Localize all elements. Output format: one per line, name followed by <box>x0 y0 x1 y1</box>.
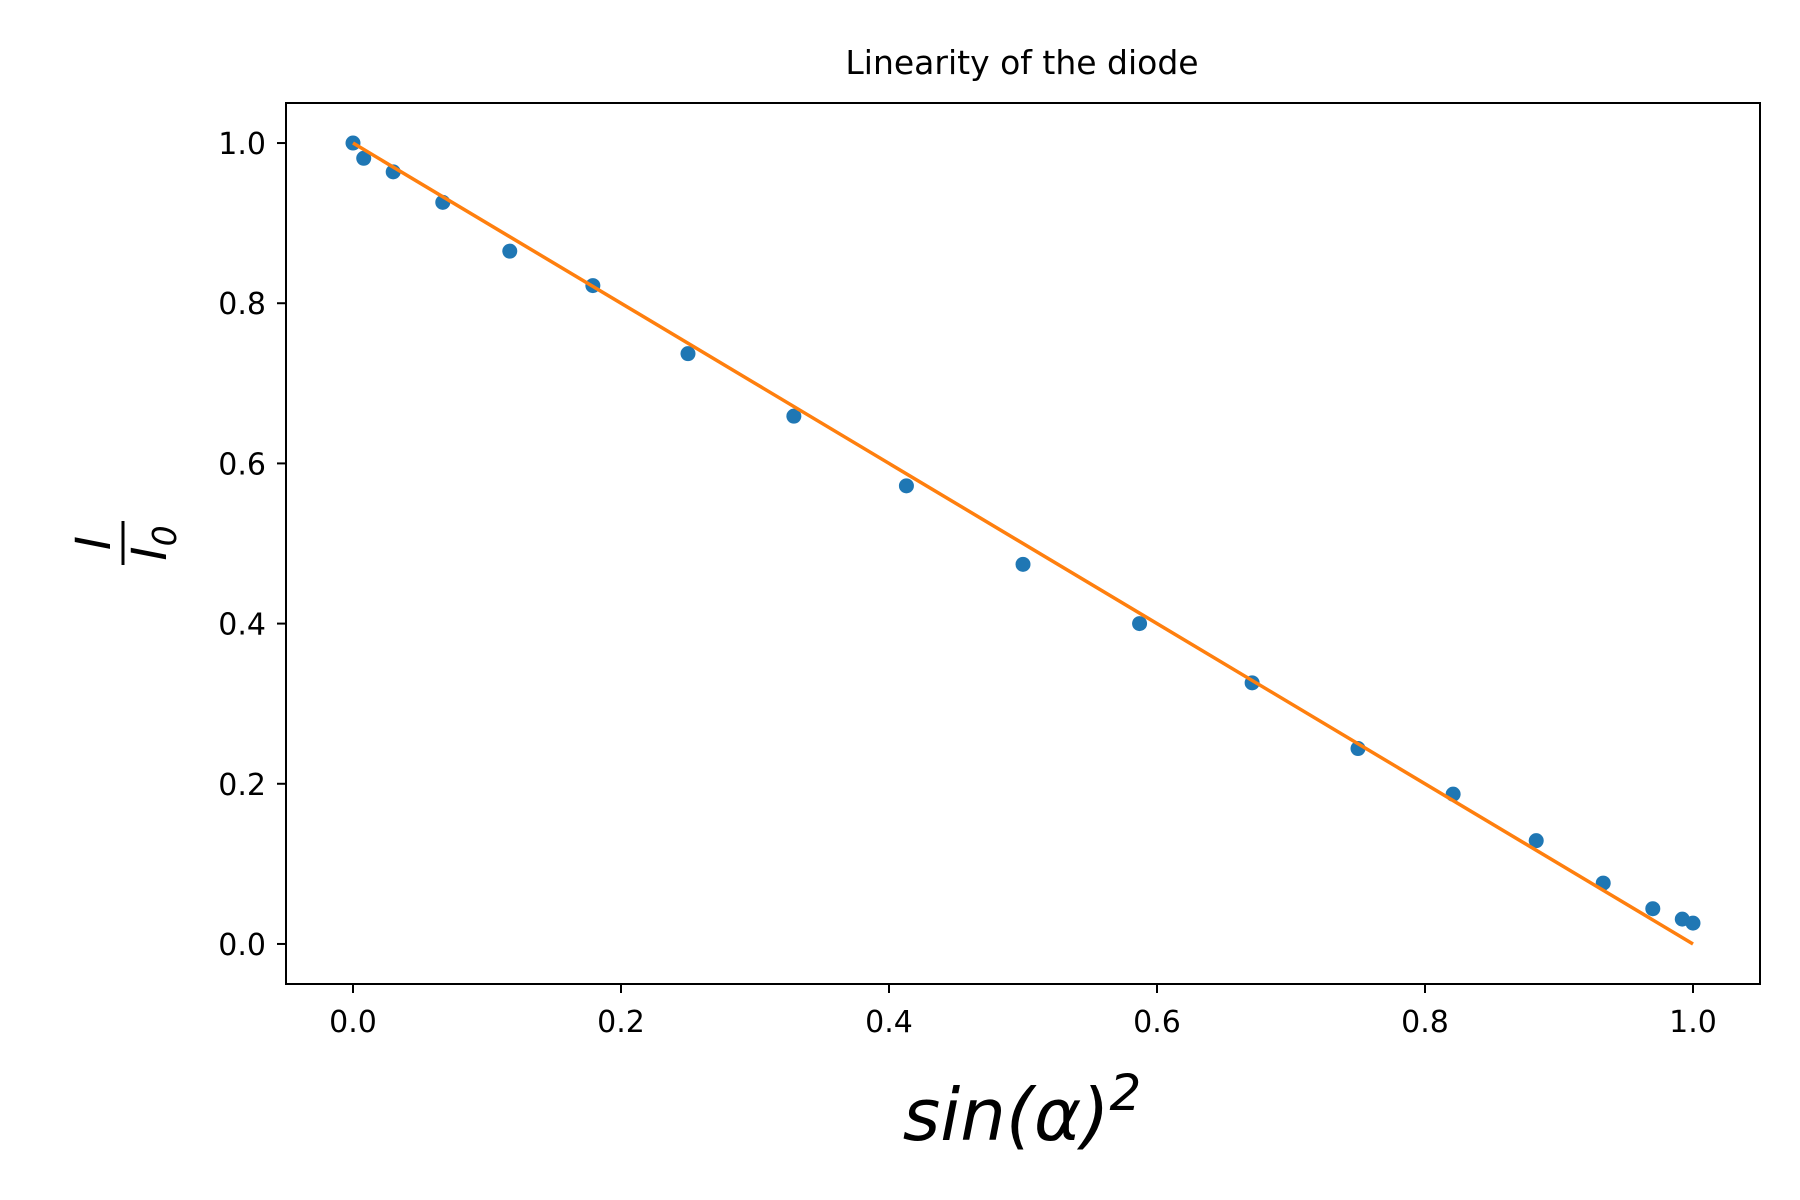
y-axis-label-denominator: I0 <box>122 525 184 560</box>
plot-area <box>345 135 1701 946</box>
x-axis-label: sin(α)2 <box>903 1064 1142 1157</box>
y-tick-label: 0.8 <box>218 287 266 322</box>
y-axis-label-numerator: I <box>66 536 122 550</box>
y-axis-label-denominator-symbol: I <box>122 546 178 560</box>
y-tick-label: 0.6 <box>218 447 266 482</box>
y-tick-label: 0.0 <box>218 928 266 963</box>
data-point <box>680 346 696 362</box>
data-point <box>502 243 518 259</box>
x-tick-label: 0.8 <box>1401 1005 1449 1040</box>
chart-title: Linearity of the diode <box>845 43 1198 82</box>
x-tick-label: 1.0 <box>1669 1005 1717 1040</box>
y-tick-label: 0.4 <box>218 608 266 643</box>
data-point <box>1528 833 1544 849</box>
axes-frame <box>285 102 1761 985</box>
x-tick-label: 0.4 <box>865 1005 913 1040</box>
y-axis: 0.0 0.2 0.4 0.6 0.8 1.0 <box>218 127 286 963</box>
data-point <box>1132 616 1148 632</box>
data-point <box>786 408 802 424</box>
fit-line <box>352 141 1694 946</box>
data-point <box>356 150 372 166</box>
y-tick-label: 0.2 <box>218 768 266 803</box>
y-tick-label: 1.0 <box>218 127 266 162</box>
x-tick-label: 0.2 <box>597 1005 645 1040</box>
data-point <box>898 478 914 494</box>
x-axis-label-main: sin(α) <box>903 1073 1110 1157</box>
data-point <box>1685 915 1701 931</box>
x-tick-label: 0.0 <box>329 1005 377 1040</box>
x-axis-label-superscript: 2 <box>1109 1064 1141 1122</box>
data-point <box>1015 556 1031 572</box>
y-axis-label-denominator-subscript: 0 <box>145 525 184 546</box>
x-axis: 0.0 0.2 0.4 0.6 0.8 1.0 <box>329 984 1717 1040</box>
y-axis-label: I I0 <box>66 521 184 565</box>
x-tick-label: 0.6 <box>1133 1005 1181 1040</box>
data-point <box>1645 901 1661 917</box>
